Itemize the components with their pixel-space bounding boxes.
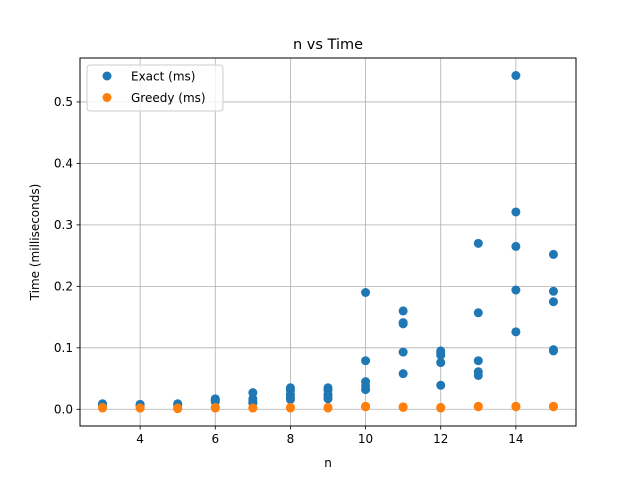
chart-title: n vs Time [293,37,363,53]
data-point [436,350,446,360]
x-tick-label: 6 [211,432,219,446]
data-point [473,402,483,412]
data-point [473,356,483,366]
data-point [548,402,558,412]
legend-marker-exact [102,71,112,81]
y-tick-label: 0.1 [54,341,73,355]
data-point [361,356,371,366]
data-point [436,358,446,368]
y-axis-ticks: 0.0 0.1 0.2 0.3 0.4 0.5 [54,95,80,416]
data-point [285,403,295,413]
y-tick-label: 0.3 [54,218,73,232]
data-point [398,306,408,316]
data-point [98,403,108,413]
data-point [511,207,521,217]
data-point [135,403,145,413]
legend-marker-greedy [102,93,112,102]
y-tick-label: 0.4 [54,157,73,171]
grid-lines [80,58,576,426]
data-point [173,404,183,414]
data-point [361,287,371,297]
data-point [473,370,483,380]
x-tick-label: 10 [358,432,373,446]
x-axis-label: n [324,456,332,470]
legend-label-exact: Exact (ms) [131,70,195,84]
data-point [285,394,295,404]
data-point [548,297,558,307]
x-tick-label: 8 [287,432,295,446]
data-point [473,308,483,318]
data-point [511,327,521,337]
legend-box [86,64,224,112]
y-tick-label: 0.0 [54,402,73,416]
legend: Exact (ms) Greedy (ms) [86,64,224,112]
y-tick-label: 0.5 [54,95,73,109]
data-point [473,238,483,248]
data-point [548,346,558,356]
legend-label-greedy: Greedy (ms) [131,91,206,105]
data-points [98,71,558,414]
data-point [323,394,333,404]
data-point [398,369,408,379]
data-point [398,319,408,329]
series-greedy [98,401,558,414]
x-tick-label: 14 [508,432,523,446]
data-point [398,347,408,357]
x-tick-label: 4 [136,432,144,446]
y-tick-label: 0.2 [54,280,73,294]
data-point [548,286,558,296]
x-axis-ticks: 4 6 8 10 12 14 [136,426,524,446]
y-axis-label: Time (milliseconds) [28,184,42,302]
data-point [361,402,371,412]
data-point [361,385,371,395]
x-tick-label: 12 [433,432,448,446]
data-point [511,71,521,81]
data-point [248,403,258,413]
data-point [511,285,521,295]
data-point [511,241,521,251]
data-point [210,403,220,413]
data-point [548,249,558,259]
plot-frame [79,57,577,427]
series-exact [98,71,558,410]
data-point [398,402,408,412]
data-point [436,380,446,390]
data-point [323,403,333,413]
data-point [511,402,521,412]
data-point [436,403,446,413]
